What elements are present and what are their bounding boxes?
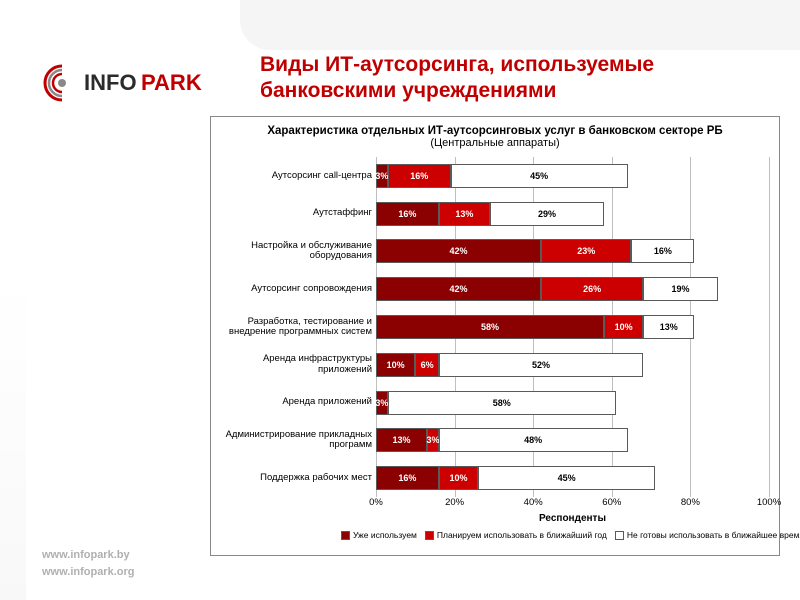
bar-segment: 16% [631,239,694,263]
footer-link-1: www.infopark.by [42,547,135,564]
x-tick-label: 20% [445,497,464,508]
slide-title: Виды ИТ-аутсорсинга, используемые банков… [260,52,770,105]
bar-segment: 13% [376,428,427,452]
category-label: Аутсорсинг сопровождения [221,284,376,294]
bar-segment: 6% [415,353,439,377]
category-label: Аутсорсинг call-центра [221,171,376,181]
category-label: Поддержка рабочих мест [221,473,376,483]
legend-item: Планируем использовать в ближайший год [425,530,607,540]
x-tick-label: 60% [602,497,621,508]
chart-row: Аутсорсинг сопровождения42%26%19% [221,272,769,306]
bar-segment: 42% [376,277,541,301]
logo-text-park: PARK [141,70,202,95]
legend-label: Не готовы использовать в ближайшее время [627,530,800,540]
category-label: Администрирование прикладных программ [221,430,376,451]
category-label: Разработка, тестирование и внедрение про… [221,317,376,338]
logo: INFO PARK [42,62,212,109]
bar-segment: 3% [376,391,388,415]
x-tick-label: 100% [757,497,781,508]
legend-label: Планируем использовать в ближайший год [437,530,607,540]
logo-text-info: INFO [84,70,137,95]
category-label: Настройка и обслуживание оборудования [221,241,376,262]
logo-arcs-icon [45,66,66,100]
bar-segment: 16% [388,164,451,188]
bar-segment: 16% [376,202,439,226]
bar-track: 42%23%16% [376,239,769,263]
chart-subtitle: (Центральные аппараты) [221,137,769,149]
legend-item: Не готовы использовать в ближайшее время [615,530,800,540]
bar-segment: 13% [439,202,490,226]
bar-segment: 23% [541,239,631,263]
category-label: Аутстаффинг [221,208,376,218]
bar-segment: 3% [427,428,439,452]
header-bg [240,0,800,50]
chart-row: Аутсорсинг call-центра3%16%45% [221,159,769,193]
bar-segment: 48% [439,428,628,452]
chart-row: Администрирование прикладных программ13%… [221,423,769,457]
category-label: Аренда инфраструктуры приложений [221,354,376,375]
bar-segment: 26% [541,277,643,301]
chart-row: Разработка, тестирование и внедрение про… [221,310,769,344]
bar-segment: 29% [490,202,604,226]
chart-row: Поддержка рабочих мест16%10%45% [221,461,769,495]
legend-label: Уже используем [353,530,417,540]
bar-segment: 58% [388,391,616,415]
bar-segment: 19% [643,277,718,301]
chart-row: Аренда инфраструктуры приложений10%6%52% [221,348,769,382]
legend-item: Уже используем [341,530,417,540]
x-tick-label: 40% [524,497,543,508]
bar-track: 58%10%13% [376,315,769,339]
x-tick-label: 0% [369,497,383,508]
bar-track: 16%10%45% [376,466,769,490]
bar-segment: 58% [376,315,604,339]
bar-track: 10%6%52% [376,353,769,377]
bar-segment: 10% [604,315,643,339]
chart-container: Характеристика отдельных ИТ-аутсорсингов… [210,116,780,556]
bar-track: 13%3%48% [376,428,769,452]
bar-segment: 52% [439,353,643,377]
x-tick-label: 80% [681,497,700,508]
bar-segment: 45% [451,164,628,188]
bar-segment: 42% [376,239,541,263]
bar-track: 3%16%45% [376,164,769,188]
chart-title: Характеристика отдельных ИТ-аутсорсингов… [221,125,769,137]
grid-line [769,157,770,497]
bar-track: 42%26%19% [376,277,769,301]
bar-segment: 45% [478,466,655,490]
bar-segment: 10% [439,466,478,490]
chart-row: Аутстаффинг16%13%29% [221,197,769,231]
bar-track: 16%13%29% [376,202,769,226]
legend-swatch [615,531,624,540]
chart-row: Аренда приложений3%58% [221,386,769,420]
bar-segment: 13% [643,315,694,339]
chart-plot-area: Аутсорсинг call-центра3%16%45%Аутстаффин… [221,157,769,497]
bar-segment: 3% [376,164,388,188]
chart-legend: Уже используемПланируем использовать в б… [376,530,769,540]
category-label: Аренда приложений [221,397,376,407]
x-axis-ticks: 0%20%40%60%80%100% [376,497,769,511]
bar-track: 3%58% [376,391,769,415]
bar-segment: 16% [376,466,439,490]
footer-links: www.infopark.by www.infopark.org [42,547,135,580]
bar-segment: 10% [376,353,415,377]
footer-link-2: www.infopark.org [42,564,135,581]
legend-swatch [425,531,434,540]
x-axis-title: Респонденты [376,513,769,524]
side-decoration [0,280,26,600]
legend-swatch [341,531,350,540]
chart-row: Настройка и обслуживание оборудования42%… [221,234,769,268]
